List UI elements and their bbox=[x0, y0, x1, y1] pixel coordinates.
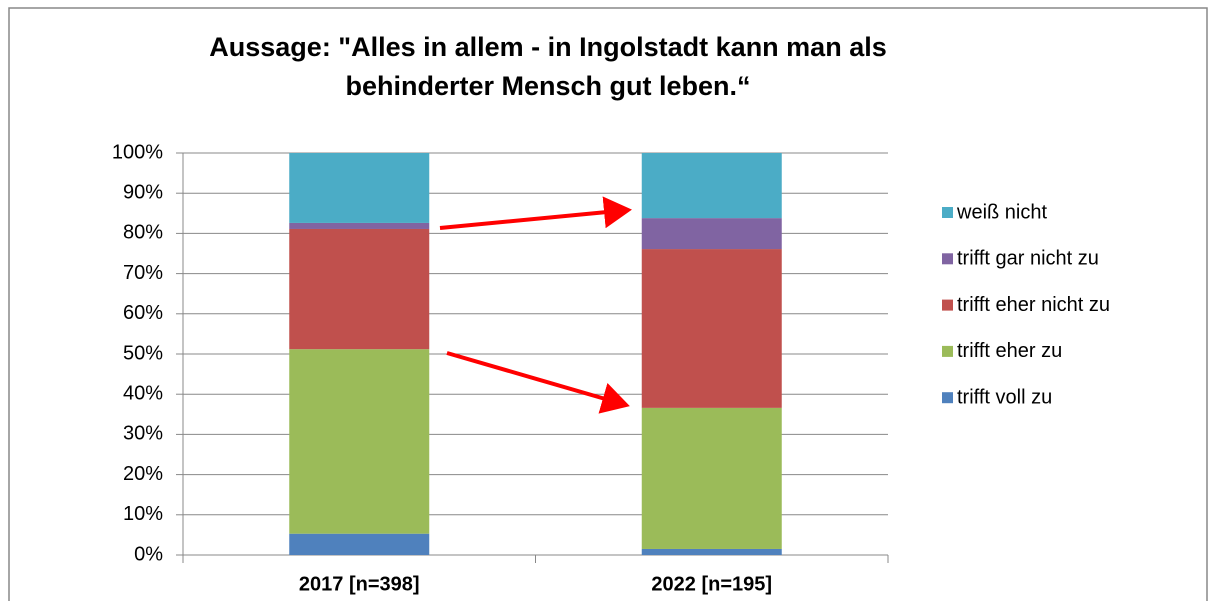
bar-segment bbox=[289, 228, 430, 350]
chart-border bbox=[8, 7, 1208, 601]
legend-label: weiß nicht bbox=[956, 201, 1047, 223]
y-tick-label: 80% bbox=[123, 222, 163, 244]
x-tick-label: 2017 [n=398] bbox=[299, 573, 420, 595]
y-tick-label: 100% bbox=[112, 141, 163, 163]
bar-segment bbox=[289, 222, 430, 229]
legend-label: trifft gar nicht zu bbox=[957, 248, 1099, 270]
y-tick-label: 60% bbox=[123, 302, 163, 324]
bar-segment bbox=[289, 533, 430, 555]
legend-swatch bbox=[942, 207, 953, 218]
bar-segment bbox=[289, 153, 430, 223]
plot-area: 0% 10% 20% 30% 40% 50% 60% 70% 80% 90% 100% 2017 [n… bbox=[112, 141, 1110, 595]
legend-swatch bbox=[942, 299, 953, 311]
annotation-arrows bbox=[439, 196, 632, 414]
legend-label: trifft eher zu bbox=[957, 340, 1062, 362]
legend-swatch bbox=[942, 345, 953, 357]
bar-segment bbox=[641, 153, 782, 219]
y-tick-label: 30% bbox=[123, 423, 163, 445]
y-tick-label: 40% bbox=[123, 382, 163, 404]
bar-segment bbox=[641, 249, 782, 408]
y-tick-label: 20% bbox=[123, 463, 163, 485]
legend-swatch bbox=[942, 392, 953, 404]
bar-segment bbox=[641, 548, 782, 555]
y-tick-label: 0% bbox=[134, 543, 163, 565]
y-tick-label: 90% bbox=[123, 181, 163, 203]
x-tick-label: 2022 [n=195] bbox=[651, 573, 772, 595]
y-tick-label: 10% bbox=[123, 503, 163, 525]
y-tick-label: 50% bbox=[123, 342, 163, 364]
bar-segment bbox=[289, 349, 430, 534]
legend-swatch bbox=[942, 253, 953, 265]
bar-segment bbox=[641, 218, 782, 250]
y-tick-label: 70% bbox=[123, 262, 163, 284]
legend-label: trifft voll zu bbox=[957, 386, 1052, 408]
chart-title: Aussage: "Alles in allem - in Ingolstadt… bbox=[209, 32, 886, 62]
bar-segment bbox=[641, 407, 782, 549]
arrow bbox=[439, 196, 632, 230]
arrow bbox=[446, 351, 630, 414]
legend-label: trifft eher nicht zu bbox=[957, 294, 1110, 316]
chart-title: behinderter Mensch gut leben.“ bbox=[345, 71, 750, 101]
